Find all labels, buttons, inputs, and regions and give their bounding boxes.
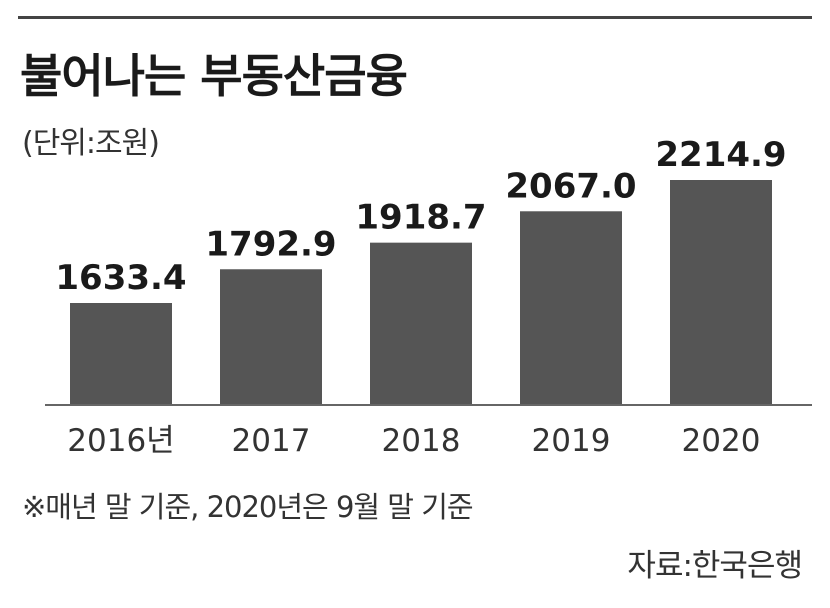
category-label-4: 2019 — [532, 423, 611, 459]
category-label-5: 2020 — [682, 423, 761, 459]
value-label-2: 1792.9 — [205, 224, 336, 264]
top-rule — [18, 16, 812, 19]
bar-2 — [220, 269, 322, 405]
value-label-4: 2067.0 — [505, 166, 636, 206]
value-label-1: 1633.4 — [55, 258, 186, 298]
unit-label: (단위:조원) — [22, 126, 160, 161]
bar-5 — [670, 180, 772, 405]
value-label-3: 1918.7 — [355, 198, 486, 238]
bar-1 — [70, 303, 172, 405]
category-label-2: 2017 — [232, 423, 311, 459]
category-label-1: 2016년 — [67, 423, 174, 459]
source-label: 자료:한국은행 — [627, 548, 803, 584]
chart-title: 불어나는 부동산금융 — [20, 49, 408, 103]
value-label-5: 2214.9 — [655, 135, 786, 175]
category-label-3: 2018 — [382, 423, 461, 459]
footnote: ※매년 말 기준, 2020년은 9월 말 기준 — [22, 490, 474, 524]
bar-4 — [520, 211, 622, 405]
bar-3 — [370, 242, 472, 405]
